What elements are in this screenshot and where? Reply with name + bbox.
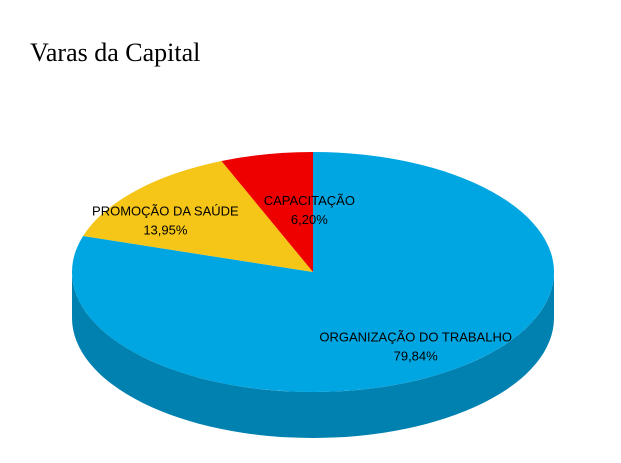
chart-title: Varas da Capital xyxy=(30,38,201,67)
pie-top-layer xyxy=(71,152,554,393)
slice-value-label-2: 6,20% xyxy=(291,212,328,227)
pie-slice-1 xyxy=(83,160,314,272)
pie-label-layer: ORGANIZAÇÃO DO TRABALHO 79,84% PROMOÇÃO DA… xyxy=(92,193,512,363)
slice-label-1: PROMOÇÃO DA SAÚDE xyxy=(92,203,239,218)
slice-value-label-1: 13,95% xyxy=(143,222,188,237)
pie-slice-2 xyxy=(221,152,313,272)
slice-value-label-0: 79,84% xyxy=(394,349,439,364)
slice-label-0: ORGANIZAÇÃO DO TRABALHO xyxy=(319,330,512,345)
pie-slice-0 xyxy=(71,152,554,393)
slice-label-2: CAPACITAÇÃO xyxy=(264,193,355,208)
pie-side-layer xyxy=(72,272,554,438)
pie-slice-side-0 xyxy=(72,272,554,438)
